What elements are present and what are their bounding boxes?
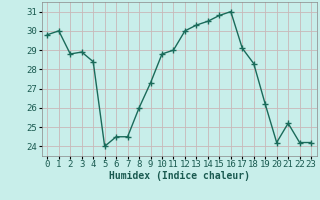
X-axis label: Humidex (Indice chaleur): Humidex (Indice chaleur): [109, 171, 250, 181]
